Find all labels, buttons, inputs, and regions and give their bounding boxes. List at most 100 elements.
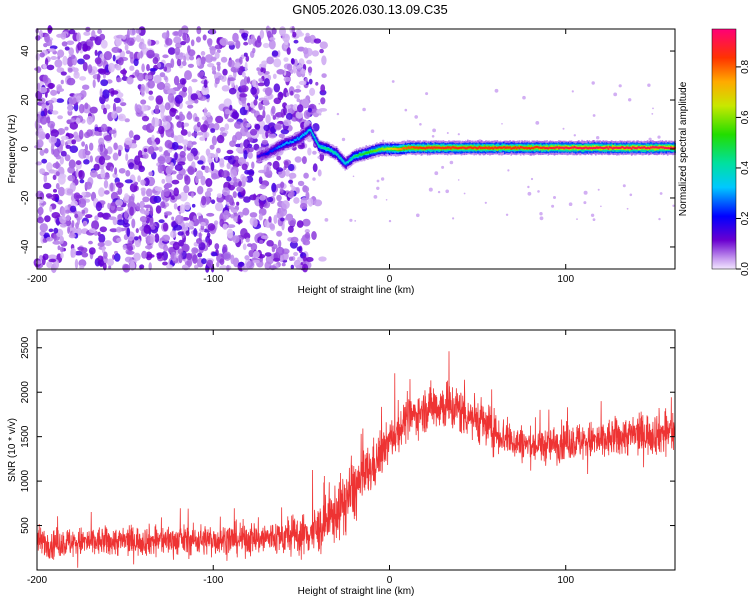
heatmap-noise-blob — [135, 104, 142, 113]
heatmap-noise-blob — [273, 214, 278, 224]
heatmap-noise-blob — [226, 162, 231, 170]
heatmap-noise-blob — [66, 214, 71, 221]
heatmap-noise-blob — [104, 190, 110, 195]
heatmap-noise-blob — [103, 107, 107, 115]
heatmap-noise-blob — [226, 224, 236, 229]
heatmap-noise-blob — [60, 150, 67, 157]
heatmap-sparse-dot — [501, 123, 503, 125]
heatmap-noise-blob — [250, 128, 258, 136]
heatmap-ridge-cell — [607, 147, 610, 150]
heatmap-sparse-dot — [600, 205, 602, 208]
heatmap-noise-blob — [172, 30, 181, 37]
heatmap-noise-blob — [55, 154, 62, 160]
heatmap-sparse-dot — [382, 139, 385, 142]
heatmap-noise-blob — [112, 54, 116, 62]
heatmap-noise-blob — [163, 244, 169, 252]
heatmap-noise-blob — [68, 233, 76, 239]
heatmap-noise-blob — [296, 85, 301, 89]
heatmap-noise-blob — [155, 205, 162, 214]
heatmap-noise-blob — [111, 46, 120, 54]
heatmap-ridge-cell — [315, 140, 318, 143]
heatmap-ridge-cell — [636, 145, 638, 150]
heatmap-noise-blob — [298, 80, 307, 86]
heatmap-noise-blob — [103, 51, 112, 61]
heatmap-noise-blob — [230, 169, 238, 179]
heatmap-noise-blob — [196, 238, 203, 244]
heatmap-noise-blob — [201, 195, 207, 206]
heatmap-noise-blob — [109, 228, 118, 233]
heatmap-ridge-cell — [387, 147, 390, 150]
heatmap-noise-blob — [56, 84, 63, 92]
heatmap-noise-blob — [116, 219, 125, 226]
heatmap-noise-blob — [311, 231, 317, 240]
heatmap-ridge-cell — [462, 146, 465, 149]
heatmap-noise-blob — [148, 90, 153, 95]
heatmap-ridge-cell — [615, 146, 617, 149]
heatmap-sparse-dot — [494, 88, 499, 93]
heatmap-noise-blob — [141, 63, 145, 73]
heatmap-noise-blob — [273, 83, 281, 93]
heatmap-noise-blob — [84, 143, 88, 153]
heatmap-noise-blob — [292, 31, 297, 38]
heatmap-noise-blob — [250, 86, 257, 95]
heatmap-noise-blob — [282, 33, 290, 43]
heatmap-noise-blob — [183, 144, 187, 152]
heatmap-ridge-cell — [515, 147, 518, 150]
colorbar-gradient — [712, 29, 736, 269]
heatmap-noise-blob — [273, 58, 282, 68]
heatmap-ridge-cell — [590, 146, 593, 149]
heatmap-noise-blob — [258, 213, 263, 221]
heatmap-noise-blob — [116, 237, 122, 243]
heatmap-noise-blob — [54, 59, 63, 68]
heatmap-noise-blob — [51, 110, 59, 115]
heatmap-ridge-cell — [349, 159, 352, 162]
heatmap-noise-blob — [201, 86, 210, 96]
heatmap-noise-blob — [243, 149, 248, 160]
heatmap-ridge-cell — [368, 149, 371, 154]
heatmap-noise-blob — [67, 103, 73, 113]
heatmap-ridge-cell — [547, 147, 549, 150]
heatmap-noise-blob — [112, 102, 117, 113]
heatmap-sparse-dot — [672, 204, 675, 207]
heatmap-noise-blob — [156, 81, 165, 90]
heatmap-noise-blob — [241, 71, 246, 78]
heatmap-noise-blob — [99, 143, 104, 153]
heatmap-noise-blob — [222, 210, 230, 220]
heatmap-ridge-cell — [303, 134, 305, 137]
heatmap-noise-blob — [276, 155, 282, 161]
snr-ylabel: SNR (10 * v/v) — [7, 418, 18, 482]
heatmap-noise-blob — [43, 43, 48, 48]
heatmap-sparse-dot — [449, 160, 454, 165]
heatmap-noise-blob — [294, 88, 302, 93]
heatmap-noise-blob — [177, 82, 183, 89]
heatmap-noise-blob — [233, 181, 239, 187]
heatmap-noise-blob — [167, 47, 176, 55]
heatmap-noise-blob — [287, 163, 295, 172]
heatmap-noise-blob — [219, 37, 229, 46]
heatmap-noise-blob — [219, 218, 225, 227]
heatmap-noise-blob — [37, 206, 44, 216]
heatmap-noise-blob — [235, 40, 241, 49]
heatmap-noise-blob — [256, 114, 264, 122]
heatmap-noise-blob — [69, 121, 79, 130]
heatmap-ridge-cell — [363, 150, 365, 155]
heatmap-ridge-cell — [664, 146, 667, 149]
heatmap-ridge-cell — [634, 147, 636, 150]
heatmap-ridge-cell — [451, 146, 453, 149]
heatmap-ridge-cell — [468, 146, 470, 149]
heatmap-sparse-dot — [416, 213, 420, 218]
heatmap-noise-blob — [43, 182, 52, 190]
heatmap-sparse-dot — [551, 204, 555, 208]
heatmap-ridge-cell — [449, 146, 451, 149]
heatmap-noise-blob — [260, 67, 264, 73]
heatmap-noise-blob — [182, 86, 188, 93]
heatmap-noise-blob — [71, 220, 75, 228]
heatmap-noise-blob — [128, 162, 135, 170]
heatmap-noise-blob — [170, 252, 175, 260]
heatmap-ridge-cell — [585, 146, 588, 149]
heatmap-noise-blob — [67, 174, 76, 182]
heatmap-ridge-cell — [655, 146, 657, 151]
heatmap-ridge-cell — [265, 153, 267, 155]
heatmap-ridge-cell — [592, 146, 595, 149]
heatmap-noise-blob — [161, 32, 168, 39]
